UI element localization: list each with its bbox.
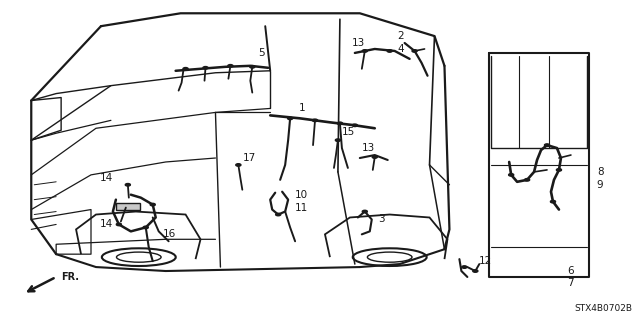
Circle shape	[337, 122, 342, 125]
Circle shape	[473, 270, 478, 272]
Text: 10: 10	[295, 190, 308, 200]
Circle shape	[116, 223, 122, 226]
Text: 17: 17	[243, 153, 255, 163]
Circle shape	[412, 50, 417, 52]
Circle shape	[556, 169, 561, 171]
Circle shape	[203, 67, 208, 69]
Bar	[116, 203, 140, 210]
Text: 6: 6	[567, 266, 573, 276]
Circle shape	[150, 203, 156, 206]
Text: 14: 14	[100, 173, 113, 183]
Circle shape	[250, 65, 255, 68]
Text: FR.: FR.	[61, 272, 79, 282]
Text: 12: 12	[479, 256, 493, 266]
Text: 13: 13	[352, 38, 365, 48]
Circle shape	[372, 156, 378, 158]
Text: 14: 14	[100, 219, 113, 229]
Text: 13: 13	[362, 143, 375, 153]
Circle shape	[545, 144, 550, 146]
Circle shape	[362, 50, 367, 52]
Circle shape	[362, 210, 367, 213]
Circle shape	[335, 139, 340, 141]
Circle shape	[276, 213, 281, 216]
Text: 4: 4	[397, 44, 404, 54]
Text: 3: 3	[378, 214, 385, 225]
Text: 16: 16	[163, 229, 176, 239]
Circle shape	[352, 124, 357, 127]
Circle shape	[228, 64, 233, 67]
Circle shape	[183, 68, 188, 70]
Circle shape	[525, 179, 530, 181]
Text: 9: 9	[596, 180, 604, 190]
Text: 5: 5	[259, 48, 265, 58]
Circle shape	[387, 50, 392, 52]
Text: 2: 2	[397, 31, 404, 41]
Text: 7: 7	[567, 278, 573, 288]
Circle shape	[312, 119, 317, 122]
Circle shape	[550, 200, 556, 203]
Text: STX4B0702B: STX4B0702B	[574, 304, 632, 313]
Circle shape	[509, 174, 514, 176]
Text: 11: 11	[295, 203, 308, 212]
Text: 1: 1	[298, 103, 305, 114]
Text: 15: 15	[342, 127, 355, 137]
Circle shape	[143, 226, 148, 229]
Circle shape	[462, 266, 467, 268]
Circle shape	[236, 164, 241, 166]
Text: 8: 8	[596, 167, 604, 177]
Circle shape	[125, 183, 131, 186]
Circle shape	[287, 117, 292, 120]
